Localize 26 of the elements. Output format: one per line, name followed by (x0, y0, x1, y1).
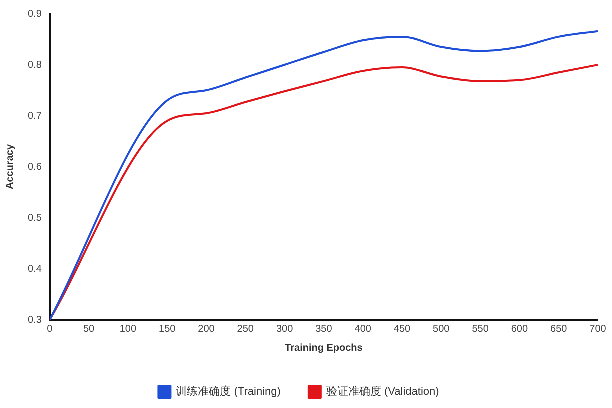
x-tick-label: 700 (590, 324, 607, 335)
x-tick-label: 100 (120, 324, 137, 335)
y-tick-label: 0.4 (28, 264, 42, 275)
x-tick-label: 400 (354, 324, 372, 335)
y-tick-label: 0.8 (28, 60, 42, 71)
y-tick-label: 0.5 (28, 212, 42, 224)
x-tick-label: 500 (433, 324, 450, 335)
legend-label: 训练准确度 (Training) (176, 385, 281, 398)
x-tick-label: 50 (83, 324, 96, 335)
y-axis-title: Accuracy (4, 144, 16, 190)
x-tick-label: 300 (276, 324, 294, 335)
x-tick-label: 650 (550, 324, 568, 335)
x-tick-label: 450 (394, 324, 412, 335)
x-axis-title: Training Epochs (285, 342, 364, 354)
x-tick-label: 200 (198, 324, 216, 335)
x-tick-label: 600 (511, 324, 528, 335)
x-tick-label: 0 (47, 324, 54, 335)
x-tick-label: 250 (237, 324, 254, 335)
y-tick-label: 0.9 (28, 8, 42, 20)
x-tick-label: 550 (472, 324, 490, 335)
y-tick-label: 0.7 (28, 110, 42, 122)
x-tick-label: 150 (159, 324, 176, 335)
y-tick-label: 0.3 (28, 314, 42, 326)
x-tick-label: 350 (316, 324, 333, 335)
y-tick-label: 0.6 (28, 162, 42, 173)
legend-label: 验证准确度 (Validation) (326, 385, 440, 398)
